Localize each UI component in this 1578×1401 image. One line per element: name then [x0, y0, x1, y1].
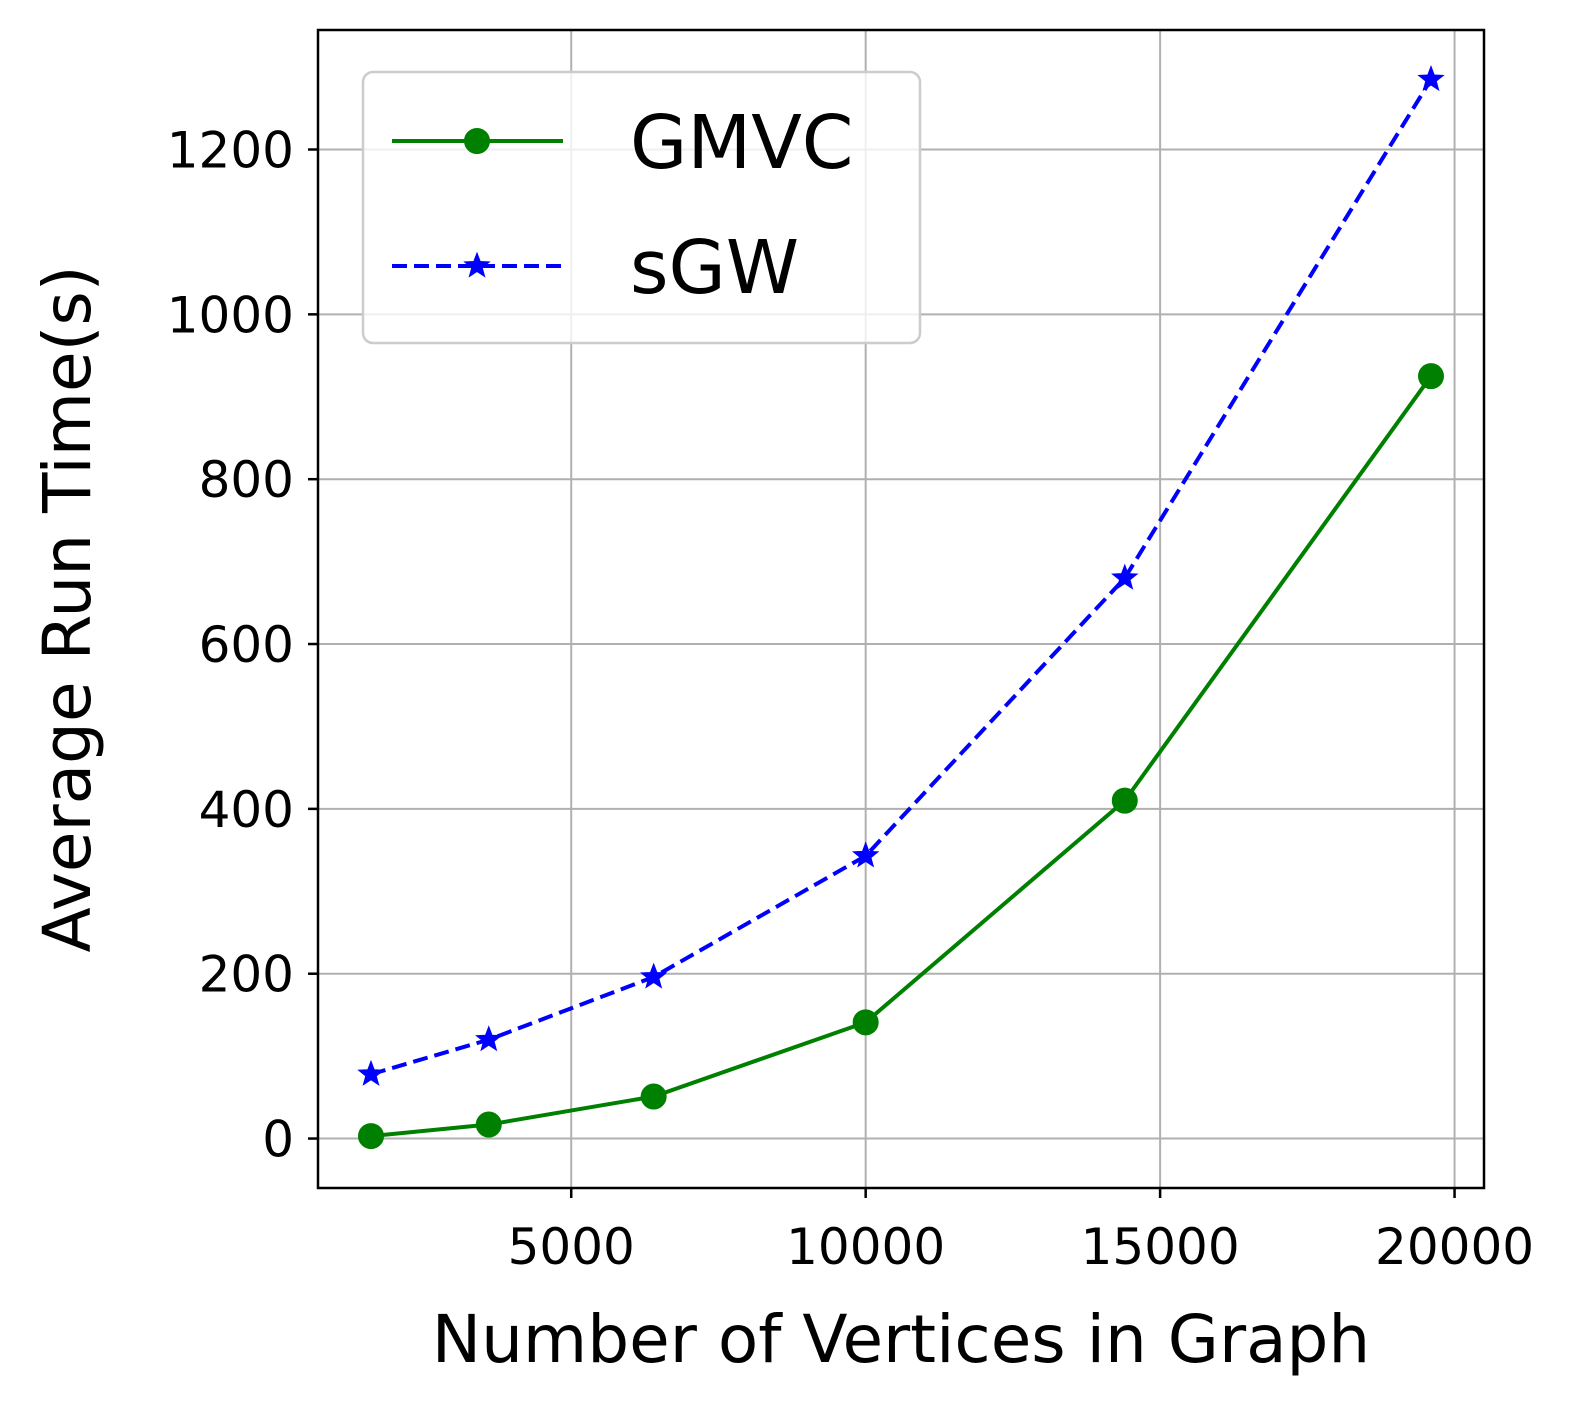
- legend-label-sgw: sGW: [630, 225, 799, 311]
- series-sgw: [357, 65, 1445, 1086]
- y-tick-label: 200: [199, 946, 294, 1004]
- data-point-sgw: [357, 1059, 385, 1086]
- data-point-sgw: [639, 962, 668, 989]
- data-point-gmvc: [358, 1123, 384, 1150]
- data-point-gmvc: [852, 1009, 879, 1036]
- y-tick-label: 0: [262, 1111, 294, 1169]
- legend-marker-gmvc: [464, 128, 490, 154]
- y-tick-label: 1200: [167, 122, 294, 180]
- plot-frame: [316, 28, 1486, 1190]
- legend: GMVC sGW: [361, 70, 922, 345]
- data-point-sgw: [1111, 563, 1139, 590]
- series-gmvc: [358, 363, 1444, 1150]
- ticks: 5000 10000 15000 20000 0 200 400 600 800 1000 1200: [167, 122, 1534, 1276]
- x-tick-label: 5000: [508, 1218, 635, 1276]
- data-point-gmvc: [1111, 787, 1138, 814]
- data-point-gmvc: [640, 1083, 667, 1110]
- data-point-gmvc: [1418, 363, 1444, 390]
- legend-label-gmvc: GMVC: [630, 100, 853, 186]
- y-tick-label: 800: [199, 451, 294, 509]
- data-point-sgw: [1417, 65, 1445, 92]
- legend-marker-sgw: [463, 251, 491, 278]
- series-line-gmvc: [370, 374, 1433, 1139]
- x-tick-label: 20000: [1375, 1218, 1534, 1276]
- data-point-gmvc: [475, 1111, 502, 1138]
- y-tick-label: 400: [199, 781, 294, 839]
- x-tick-label: 10000: [786, 1218, 945, 1276]
- y-tick-label: 1000: [167, 286, 294, 344]
- y-axis-title: Average Run Time(s): [29, 266, 106, 953]
- data-point-sgw: [475, 1025, 503, 1052]
- data-point-sgw: [851, 841, 880, 868]
- x-tick-label: 15000: [1081, 1218, 1240, 1276]
- y-tick-label: 600: [199, 616, 294, 674]
- series-layer: [357, 65, 1445, 1150]
- x-axis-title: Number of Vertices in Graph: [432, 1301, 1371, 1378]
- series-line-sgw: [370, 78, 1433, 1077]
